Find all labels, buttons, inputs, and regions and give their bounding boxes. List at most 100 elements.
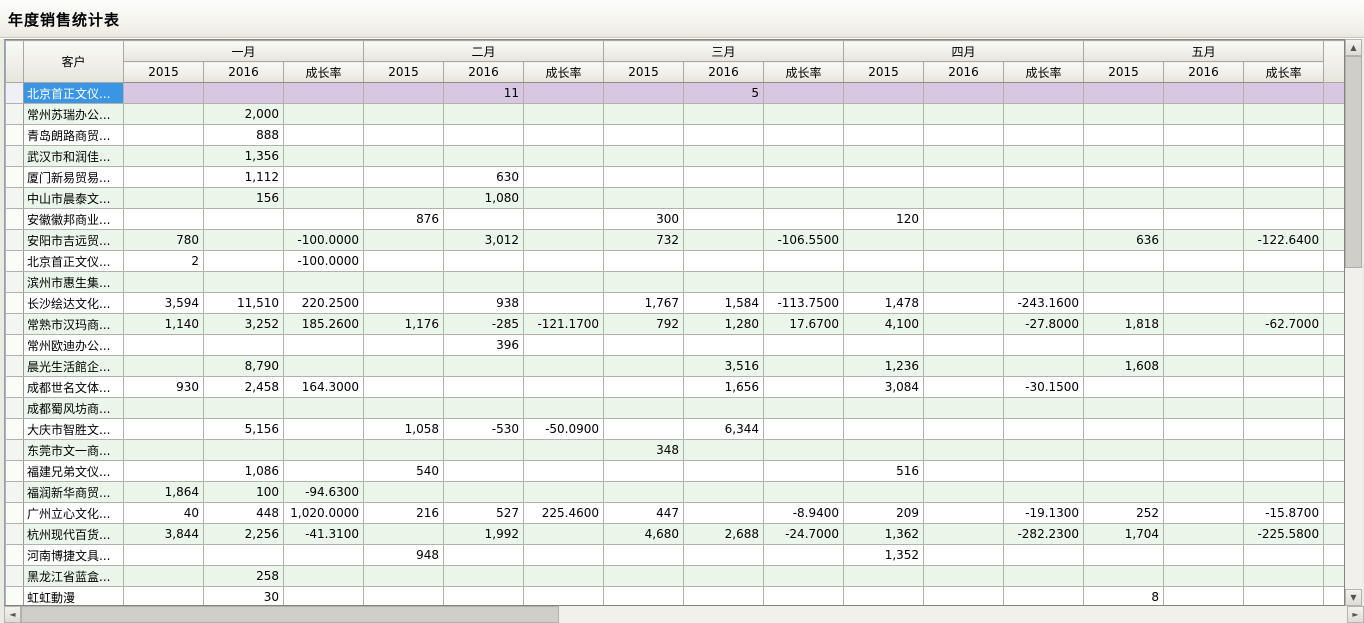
data-cell[interactable]: 30 <box>203 586 284 605</box>
data-cell[interactable]: 396 <box>443 334 525 356</box>
data-cell[interactable]: 1,767 <box>603 292 685 314</box>
data-cell[interactable] <box>443 250 525 272</box>
row-selector-cell[interactable] <box>5 586 24 605</box>
data-cell[interactable] <box>763 586 845 605</box>
row-selector-cell[interactable] <box>5 334 24 356</box>
data-cell[interactable] <box>203 439 284 461</box>
data-cell[interactable] <box>443 544 525 566</box>
data-cell[interactable] <box>1163 250 1245 272</box>
data-cell[interactable]: -8.9400 <box>763 502 845 524</box>
data-cell[interactable]: 209 <box>843 502 925 524</box>
data-cell[interactable] <box>363 82 445 104</box>
data-cell[interactable]: 1,704 <box>1083 523 1165 545</box>
sub-column-header[interactable]: 2015 <box>363 61 445 83</box>
data-cell[interactable] <box>763 565 845 587</box>
data-cell[interactable] <box>1163 502 1245 524</box>
customer-cell[interactable]: 常州苏瑞办公... <box>23 103 124 125</box>
row-selector-cell[interactable] <box>5 439 24 461</box>
data-cell[interactable] <box>443 460 525 482</box>
data-cell[interactable]: 4,680 <box>603 523 685 545</box>
data-cell[interactable] <box>843 166 925 188</box>
data-cell[interactable] <box>282 82 365 104</box>
data-cell[interactable] <box>763 250 845 272</box>
data-cell[interactable]: -100.0000 <box>282 229 365 251</box>
data-cell[interactable] <box>763 208 845 230</box>
data-cell[interactable] <box>1003 166 1085 188</box>
scroll-down-button[interactable]: ▼ <box>1345 589 1362 606</box>
data-cell[interactable] <box>1163 187 1245 209</box>
data-cell[interactable] <box>1003 544 1085 566</box>
row-selector-cell[interactable] <box>5 271 24 293</box>
data-cell[interactable] <box>363 187 445 209</box>
data-cell[interactable]: -50.0900 <box>523 418 605 440</box>
data-cell[interactable] <box>1083 292 1165 314</box>
data-cell[interactable]: 1,280 <box>683 313 765 335</box>
row-selector-cell[interactable] <box>5 250 24 272</box>
data-cell[interactable]: 1,864 <box>123 481 204 503</box>
data-cell[interactable] <box>523 124 605 146</box>
data-cell[interactable] <box>923 418 1005 440</box>
data-cell[interactable] <box>763 334 845 356</box>
data-cell[interactable] <box>843 250 925 272</box>
data-cell[interactable]: 1,818 <box>1083 313 1165 335</box>
data-cell[interactable]: 780 <box>123 229 204 251</box>
data-grid[interactable]: 客户 一月 二月 三月 四月 五月 2015 2016 成长率 2015 2016 成长率 2015 20… <box>4 39 1345 606</box>
data-cell[interactable] <box>523 586 605 605</box>
data-cell[interactable]: 938 <box>443 292 525 314</box>
data-cell[interactable] <box>363 145 445 167</box>
data-cell[interactable] <box>123 208 204 230</box>
data-cell[interactable]: 164.3000 <box>282 376 365 398</box>
data-cell[interactable] <box>763 355 845 377</box>
sub-column-header[interactable]: 2016 <box>1163 61 1245 83</box>
data-cell[interactable]: 3,012 <box>443 229 525 251</box>
data-cell[interactable]: 2,688 <box>683 523 765 545</box>
data-cell[interactable] <box>1243 397 1325 419</box>
data-cell[interactable] <box>123 166 204 188</box>
data-cell[interactable] <box>363 250 445 272</box>
data-cell[interactable] <box>1163 124 1245 146</box>
data-cell[interactable] <box>523 481 605 503</box>
data-cell[interactable] <box>443 439 525 461</box>
data-cell[interactable]: -62.7000 <box>1243 313 1325 335</box>
data-cell[interactable] <box>523 376 605 398</box>
data-cell[interactable]: 516 <box>843 460 925 482</box>
data-cell[interactable] <box>363 103 445 125</box>
data-cell[interactable]: 3,252 <box>203 313 284 335</box>
data-cell[interactable] <box>1243 250 1325 272</box>
data-cell[interactable] <box>1163 397 1245 419</box>
data-cell[interactable] <box>443 124 525 146</box>
data-cell[interactable]: 2,256 <box>203 523 284 545</box>
data-cell[interactable] <box>683 250 765 272</box>
data-cell[interactable]: 258 <box>203 565 284 587</box>
data-cell[interactable] <box>1003 418 1085 440</box>
customer-cell[interactable]: 安徽徽邦商业... <box>23 208 124 230</box>
data-cell[interactable] <box>843 145 925 167</box>
data-cell[interactable]: -285 <box>443 313 525 335</box>
customer-cell[interactable]: 常州欧迪办公... <box>23 334 124 356</box>
data-cell[interactable] <box>1243 103 1325 125</box>
sub-column-header[interactable]: 成长率 <box>282 61 365 83</box>
data-cell[interactable] <box>683 271 765 293</box>
data-cell[interactable] <box>683 124 765 146</box>
row-selector-cell[interactable] <box>5 481 24 503</box>
data-cell[interactable] <box>603 397 685 419</box>
customer-cell[interactable]: 福建兄弟文仪... <box>23 460 124 482</box>
row-selector-cell[interactable] <box>5 376 24 398</box>
data-cell[interactable] <box>1003 586 1085 605</box>
data-cell[interactable] <box>363 586 445 605</box>
data-cell[interactable] <box>923 355 1005 377</box>
data-cell[interactable] <box>443 145 525 167</box>
data-cell[interactable] <box>603 544 685 566</box>
data-cell[interactable] <box>843 586 925 605</box>
customer-cell[interactable]: 河南博捷文具... <box>23 544 124 566</box>
data-cell[interactable] <box>123 187 204 209</box>
data-cell[interactable] <box>1003 82 1085 104</box>
data-cell[interactable]: 540 <box>363 460 445 482</box>
data-cell[interactable] <box>1243 334 1325 356</box>
data-cell[interactable] <box>1163 418 1245 440</box>
data-cell[interactable]: 2,000 <box>203 103 284 125</box>
sub-column-header[interactable]: 成长率 <box>763 61 845 83</box>
data-cell[interactable] <box>1243 481 1325 503</box>
data-cell[interactable]: -243.1600 <box>1003 292 1085 314</box>
data-cell[interactable] <box>843 481 925 503</box>
